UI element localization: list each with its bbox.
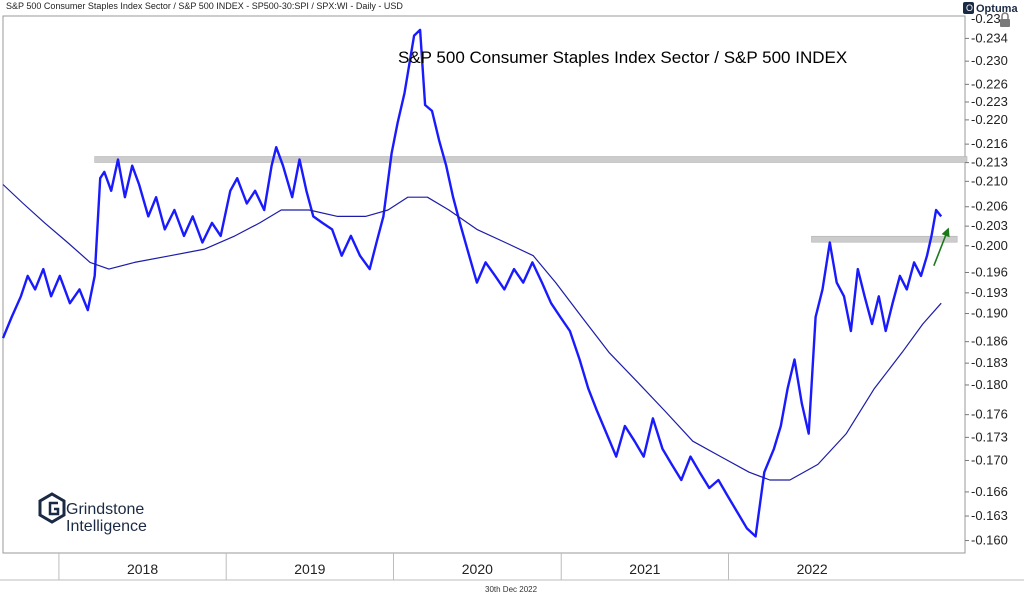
x-tick-label: 2019: [294, 561, 325, 577]
footer-date: 30th Dec 2022: [485, 585, 538, 594]
optuma-logo-mark: O: [966, 3, 973, 13]
y-tick-label: -0.206: [971, 199, 1008, 214]
y-tick-label: -0.213: [971, 155, 1008, 170]
y-tick-label: -0.163: [971, 508, 1008, 523]
y-tick-label: -0.193: [971, 285, 1008, 300]
resistance-band-1: [94, 156, 968, 163]
y-tick-label: -0.230: [971, 53, 1008, 68]
y-tick-label: -0.220: [971, 112, 1008, 127]
breakout-arrow-head: [941, 227, 950, 238]
y-tick-label: -0.223: [971, 94, 1008, 109]
y-tick-label: -0.183: [971, 355, 1008, 370]
y-tick-label: -0.170: [971, 452, 1008, 467]
y-tick-label: -0.180: [971, 377, 1008, 392]
x-tick-labels: 2018 2019 2020 2021 2022: [58, 553, 828, 580]
grindstone-brand: Grindstone Intelligence: [38, 492, 147, 535]
y-tick-label: -0.200: [971, 238, 1008, 253]
y-tick-label: -0.186: [971, 334, 1008, 349]
brand-line2: Intelligence: [66, 518, 147, 535]
optuma-logo-icon: [963, 2, 974, 14]
y-tick-label: -0.160: [971, 533, 1008, 548]
optuma-logo: O Optuma: [963, 2, 1018, 15]
y-tick-label: -0.196: [971, 264, 1008, 279]
series-layer: [1, 28, 943, 538]
chart-header-text: S&P 500 Consumer Staples Index Sector / …: [6, 1, 403, 11]
lock-icon: [1000, 12, 1010, 27]
y-tick-labels: -0.160 -0.163 -0.166 -0.170 -0.173 -0.176 -0.1…: [965, 11, 1008, 548]
brand-line1: Grindstone: [66, 501, 144, 518]
y-tick-label: -0.210: [971, 173, 1008, 188]
plot-frame: [2, 15, 966, 554]
y-tick-label: -0.173: [971, 429, 1008, 444]
y-tick-label: -0.234: [971, 30, 1008, 45]
y-tick-label: -0.226: [971, 76, 1008, 91]
y-tick-label: -0.190: [971, 306, 1008, 321]
chart-title: S&P 500 Consumer Staples Index Sector / …: [398, 48, 847, 67]
y-tick-label: -0.176: [971, 407, 1008, 422]
grindstone-logo-icon: [38, 492, 66, 524]
price-line: [1, 28, 943, 538]
resistance-band-2: [811, 235, 958, 243]
x-tick-label: 2018: [127, 561, 158, 577]
annotation-layer: [94, 156, 968, 243]
x-tick-label: 2022: [797, 561, 828, 577]
y-tick-label: -0.203: [971, 218, 1008, 233]
moving-average-line: [2, 184, 942, 481]
y-tick-label: -0.166: [971, 484, 1008, 499]
y-tick-label-top: -0.23: [971, 11, 1001, 26]
optuma-logo-text: Optuma: [976, 3, 1018, 15]
arrow-layer: [933, 227, 950, 267]
x-tick-label: 2020: [462, 561, 493, 577]
y-tick-label: -0.216: [971, 136, 1008, 151]
x-tick-label: 2021: [629, 561, 660, 577]
